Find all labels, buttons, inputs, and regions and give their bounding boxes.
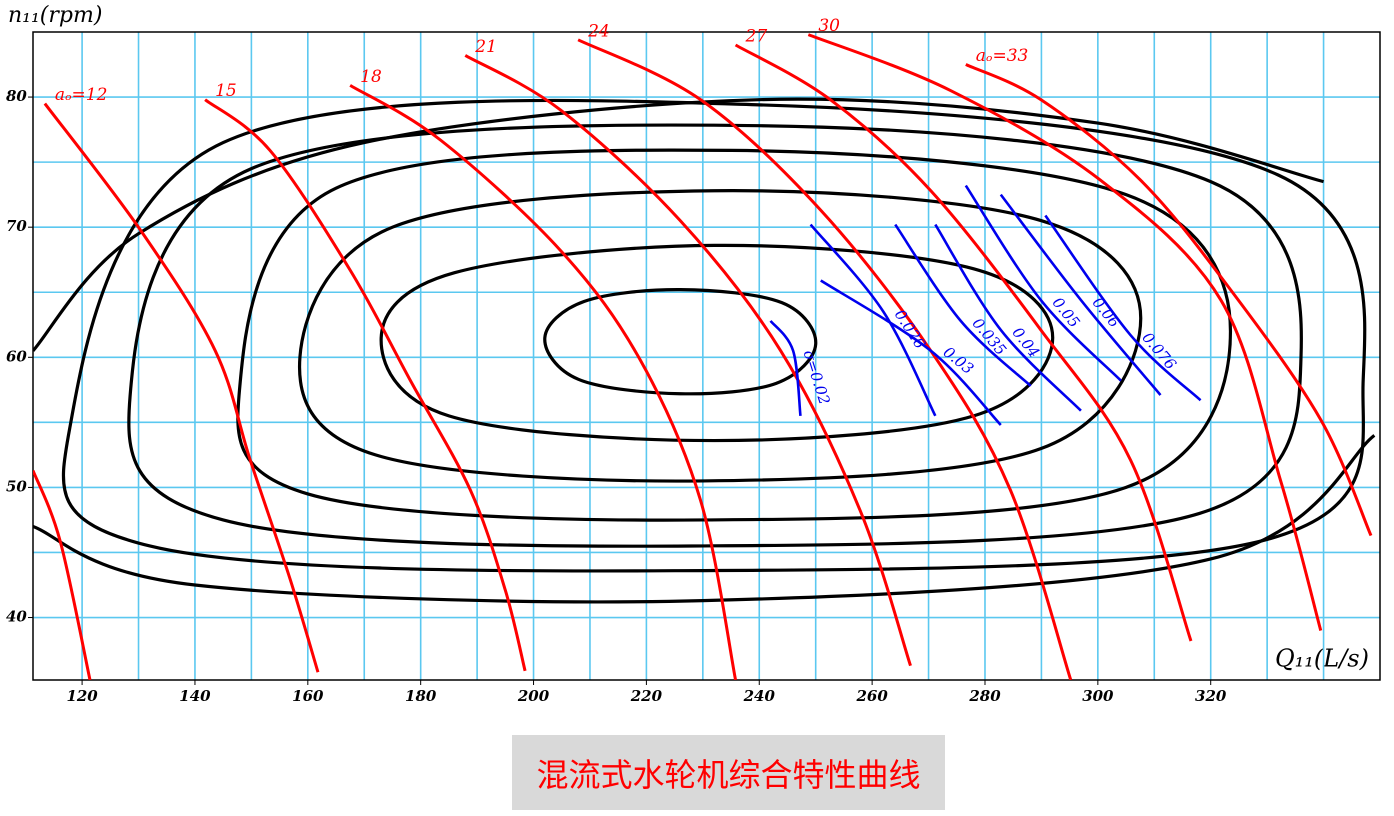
y-tick-label: 80: [6, 87, 27, 105]
x-tick-label: 160: [292, 687, 324, 705]
opening-line: [33, 469, 92, 680]
opening-line: [734, 43, 1193, 642]
chart: n₁₁(rpm) Q₁₁(L/s) 120 140 160 180 200 220 240 2…: [6, 3, 1381, 705]
sigma-line: [964, 184, 1122, 382]
page: n₁₁(rpm) Q₁₁(L/s) 120 140 160 180 200 220 240 2…: [6, 3, 1381, 810]
sigma-line: [999, 193, 1162, 396]
efficiency-contour: [236, 148, 1233, 522]
sigma-line: [820, 279, 1002, 426]
sigma-line: [809, 223, 937, 417]
x-axis-label: Q₁₁(L/s): [1275, 645, 1369, 673]
y-tick-label: 60: [6, 347, 27, 365]
x-tick-label: 320: [1195, 687, 1227, 705]
x-tick-label: 200: [517, 687, 550, 705]
x-tick-label: 240: [743, 687, 776, 705]
y-tick-label: 70: [6, 217, 27, 235]
sigma-line: [894, 223, 1032, 387]
efficiency-contour: [297, 189, 1143, 483]
opening-line: [43, 102, 320, 673]
x-tick-label: 280: [968, 687, 1001, 705]
opening-label: 27: [745, 27, 768, 47]
efficiency-contour: [379, 243, 1055, 443]
opening-line: [349, 84, 738, 680]
opening-label: 24: [587, 21, 610, 41]
x-tick-label: 300: [1082, 687, 1114, 705]
efficiency-contour: [33, 97, 1324, 352]
x-tick-label: 260: [855, 687, 888, 705]
y-axis-label: n₁₁(rpm): [8, 3, 102, 28]
efficiency-contour: [61, 98, 1367, 573]
y-tick-label: 40: [6, 608, 27, 626]
sigma-line: [934, 223, 1082, 412]
efficiency-contour: [127, 123, 1303, 548]
plot-frame: [32, 31, 1381, 681]
opening-label: 30: [818, 16, 840, 36]
opening-line: [965, 63, 1373, 537]
sigma-line: [1044, 214, 1202, 402]
opening-label: 21: [474, 37, 497, 57]
opening-line: [577, 38, 1073, 680]
caption: 混流式水轮机综合特性曲线: [512, 735, 945, 810]
efficiency-contour: [543, 288, 818, 396]
opening-label: aₒ=12: [55, 85, 108, 105]
sigma-label: 0.04: [1008, 324, 1043, 361]
opening-label: 15: [215, 81, 237, 101]
sigma-label: 0.06: [1089, 294, 1124, 332]
sigma-line: [769, 320, 802, 417]
x-tick-label: 140: [179, 687, 211, 705]
opening-line: [464, 54, 912, 667]
efficiency-contour: [33, 434, 1376, 604]
x-tick-label: 180: [405, 687, 437, 705]
y-tick-label: 50: [6, 477, 27, 495]
x-tick-label: 120: [66, 687, 98, 705]
sigma-label: 0.05: [1049, 294, 1084, 331]
opening-line: [204, 98, 527, 672]
x-tick-label: 220: [630, 687, 663, 705]
opening-label: aₒ=33: [976, 46, 1029, 66]
opening-line: [807, 33, 1323, 631]
opening-label: 18: [360, 67, 382, 87]
